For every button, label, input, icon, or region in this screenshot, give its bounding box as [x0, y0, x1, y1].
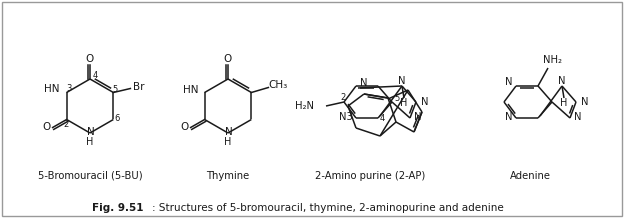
Text: 5: 5 [113, 85, 118, 94]
Text: 4: 4 [380, 114, 385, 124]
Text: N: N [574, 112, 582, 122]
Text: N3: N3 [339, 112, 353, 122]
Text: Br: Br [133, 82, 144, 92]
Text: Thymine: Thymine [207, 171, 250, 181]
Text: HN: HN [44, 85, 60, 94]
Text: HN: HN [183, 85, 198, 95]
Text: 2: 2 [340, 94, 346, 102]
Text: 2-Amino purine (2-AP): 2-Amino purine (2-AP) [315, 171, 425, 181]
Text: H: H [86, 137, 94, 147]
Text: O: O [224, 54, 232, 64]
Text: H: H [224, 137, 232, 147]
Text: 5: 5 [394, 94, 399, 104]
Text: N: N [558, 76, 566, 86]
Text: 2: 2 [63, 120, 68, 129]
Text: N: N [504, 77, 512, 87]
Text: Adenine: Adenine [510, 171, 550, 181]
Text: N: N [581, 97, 588, 107]
Text: Fig. 9.51: Fig. 9.51 [92, 203, 144, 213]
Text: H₂N: H₂N [295, 101, 314, 111]
Text: O: O [180, 123, 188, 133]
Text: CH₃: CH₃ [269, 80, 288, 90]
Text: NH₂: NH₂ [542, 55, 562, 65]
Text: : Structures of 5-bromouracil, thymine, 2-aminopurine and adenine: : Structures of 5-bromouracil, thymine, … [152, 203, 504, 213]
Text: N: N [398, 76, 406, 86]
Text: 3: 3 [66, 84, 71, 93]
Text: N: N [360, 78, 368, 88]
Text: 6: 6 [115, 114, 120, 123]
Text: O: O [86, 54, 94, 64]
Text: N: N [414, 112, 421, 122]
Text: N: N [504, 112, 512, 122]
Text: 5-Bromouracil (5-BU): 5-Bromouracil (5-BU) [37, 171, 142, 181]
Text: N: N [87, 127, 95, 137]
Text: H: H [560, 98, 568, 108]
Text: N: N [225, 127, 233, 137]
Text: 4: 4 [93, 72, 98, 80]
Text: H: H [401, 98, 407, 108]
Text: O: O [42, 123, 51, 133]
Text: N: N [421, 97, 429, 107]
